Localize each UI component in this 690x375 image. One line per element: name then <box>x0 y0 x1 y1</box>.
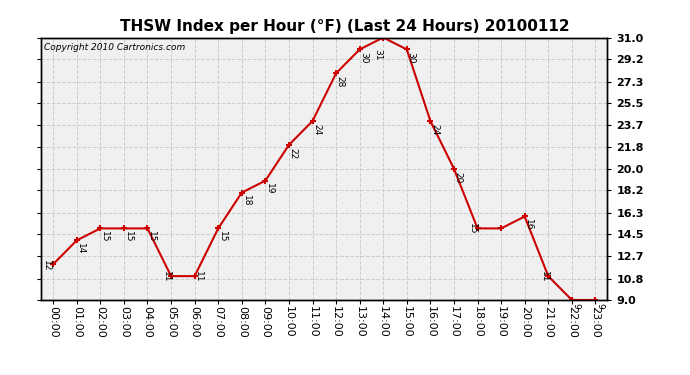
Text: 15: 15 <box>100 231 109 243</box>
Text: 15: 15 <box>468 223 477 234</box>
Text: 9: 9 <box>595 303 604 309</box>
Text: THSW Index per Hour (°F) (Last 24 Hours) 20100112: THSW Index per Hour (°F) (Last 24 Hours)… <box>120 19 570 34</box>
Text: 30: 30 <box>406 52 415 64</box>
Text: 14: 14 <box>77 243 86 255</box>
Text: 20: 20 <box>453 171 462 183</box>
Text: 11: 11 <box>195 271 204 282</box>
Text: 19: 19 <box>265 183 274 195</box>
Text: 11: 11 <box>540 271 549 282</box>
Text: 15: 15 <box>218 231 227 243</box>
Text: 31: 31 <box>373 49 382 60</box>
Text: 24: 24 <box>312 124 321 135</box>
Text: 11: 11 <box>162 271 171 282</box>
Text: 30: 30 <box>359 52 368 64</box>
Text: 16: 16 <box>524 219 533 231</box>
Text: 28: 28 <box>336 76 345 87</box>
Text: 24: 24 <box>430 124 439 135</box>
Text: 15: 15 <box>124 231 132 243</box>
Text: Copyright 2010 Cartronics.com: Copyright 2010 Cartronics.com <box>44 43 186 52</box>
Text: 15: 15 <box>147 231 156 243</box>
Text: 22: 22 <box>288 148 297 159</box>
Text: 18: 18 <box>241 195 250 207</box>
Text: 12: 12 <box>41 260 51 272</box>
Text: 9: 9 <box>571 303 580 309</box>
